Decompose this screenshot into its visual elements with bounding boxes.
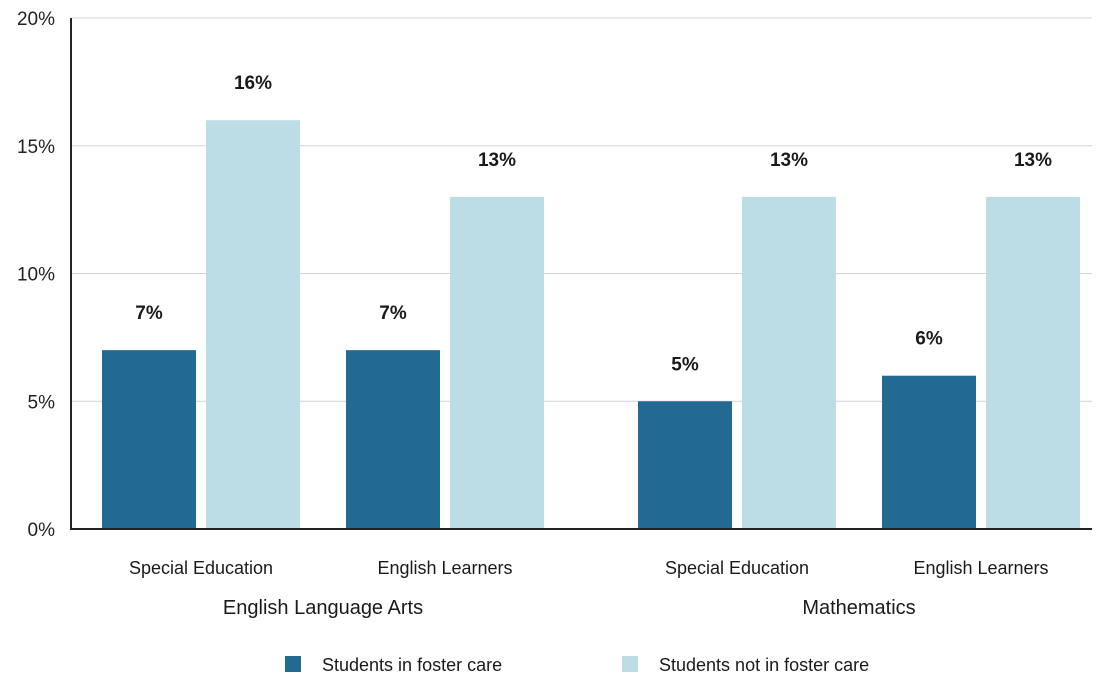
y-tick-label: 5% — [28, 392, 56, 413]
bar — [986, 196, 1080, 529]
category-label: English Learners — [377, 558, 512, 578]
data-label: 13% — [1014, 150, 1052, 171]
category-labels: Special Education English Learners Special… — [129, 558, 1049, 578]
bar — [206, 120, 300, 529]
y-tick-label: 20% — [17, 9, 55, 30]
bar — [638, 401, 732, 529]
legend-swatch — [622, 656, 638, 672]
legend: Students in foster care Students not in f… — [285, 655, 869, 675]
y-tick-label: 15% — [17, 137, 55, 158]
bar — [882, 375, 976, 529]
y-tick-label: 0% — [28, 520, 56, 541]
bars — [102, 120, 1080, 529]
data-labels: 7% 16% 7% 13% 5% 13% 6% 13% — [135, 73, 1052, 375]
data-label: 13% — [770, 150, 808, 171]
bar — [102, 350, 196, 529]
legend-swatch — [285, 656, 301, 672]
bar — [346, 350, 440, 529]
bar — [450, 196, 544, 529]
data-label: 7% — [135, 303, 163, 324]
legend-label: Students in foster care — [322, 655, 502, 675]
y-axis-ticks: 0% 5% 10% 15% 20% — [17, 9, 55, 541]
category-label: Special Education — [129, 558, 273, 578]
data-label: 6% — [915, 329, 943, 350]
group-label: English Language Arts — [223, 597, 423, 619]
data-label: 13% — [478, 150, 516, 171]
data-label: 7% — [379, 303, 407, 324]
data-label: 5% — [671, 354, 699, 375]
group-label: Mathematics — [802, 597, 915, 619]
category-label: English Learners — [913, 558, 1048, 578]
legend-label: Students not in foster care — [659, 655, 869, 675]
group-labels: English Language Arts Mathematics — [223, 597, 916, 619]
y-tick-label: 10% — [17, 265, 55, 286]
bar — [742, 196, 836, 529]
category-label: Special Education — [665, 558, 809, 578]
data-label: 16% — [234, 73, 272, 94]
axes — [70, 18, 1092, 530]
